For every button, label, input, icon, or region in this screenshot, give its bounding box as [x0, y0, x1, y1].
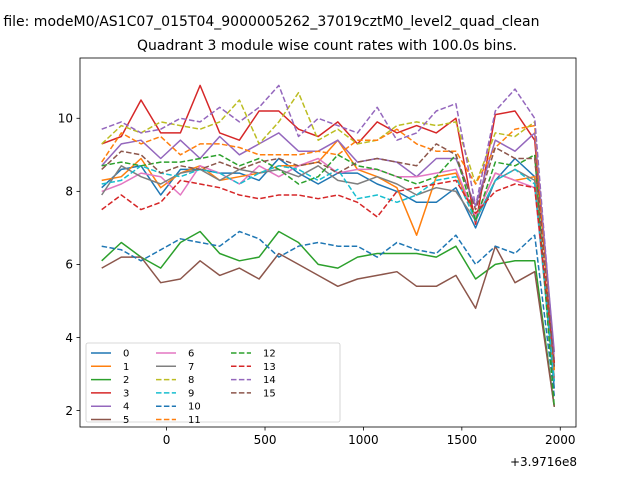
legend-label-12: 12 — [263, 349, 276, 360]
legend-label-5: 5 — [123, 415, 129, 426]
figure-suptitle: n file: modeM0/AS1C07_015T04_9000005262_… — [0, 14, 539, 30]
series-line-2 — [101, 230, 556, 407]
series-line-5 — [101, 245, 556, 408]
legend-label-2: 2 — [123, 375, 129, 386]
y-tick-label: 8 — [65, 185, 73, 199]
legend-label-1: 1 — [123, 362, 129, 373]
x-tick-label: 1000 — [348, 433, 379, 447]
legend-label-8: 8 — [188, 375, 194, 386]
legend-label-4: 4 — [123, 402, 129, 413]
chart-title: Quadrant 3 module wise count rates with … — [137, 38, 517, 54]
y-tick-label: 10 — [58, 112, 73, 126]
x-tick-label: 1500 — [447, 433, 478, 447]
series-line-14 — [101, 84, 556, 360]
series-line-10 — [101, 230, 556, 396]
series-line-13 — [101, 179, 556, 364]
y-tick-label: 2 — [65, 404, 73, 418]
series-line-0 — [101, 157, 556, 389]
legend-label-13: 13 — [263, 362, 276, 373]
series-line-4 — [101, 132, 556, 353]
x-offset-label: +3.9716e8 — [510, 455, 577, 469]
x-tick-label: 2000 — [545, 433, 576, 447]
legend-label-10: 10 — [188, 402, 201, 413]
series-line-9 — [101, 165, 556, 382]
axes-frame — [79, 57, 577, 428]
legend-label-7: 7 — [188, 362, 194, 373]
series-line-8 — [101, 91, 556, 371]
y-tick-label: 4 — [65, 331, 73, 345]
series-line-1 — [101, 139, 556, 378]
series-line-15 — [101, 143, 556, 367]
legend-label-14: 14 — [263, 375, 276, 386]
series-line-12 — [101, 154, 556, 407]
x-tick-label: 500 — [254, 433, 277, 447]
legend-label-6: 6 — [188, 349, 194, 360]
x-tick-label: 0 — [163, 433, 171, 447]
legend-label-9: 9 — [188, 388, 194, 399]
series-line-3 — [101, 84, 556, 364]
legend-box — [85, 342, 341, 423]
plot-area: 0 500 1000 1500 2000246810012345678910111213… — [58, 57, 577, 447]
legend-label-3: 3 — [123, 388, 129, 399]
y-tick-label: 6 — [65, 258, 73, 272]
series-line-11 — [101, 124, 556, 371]
legend-label-15: 15 — [263, 388, 276, 399]
legend-label-11: 11 — [188, 415, 201, 426]
legend-label-0: 0 — [123, 349, 129, 360]
